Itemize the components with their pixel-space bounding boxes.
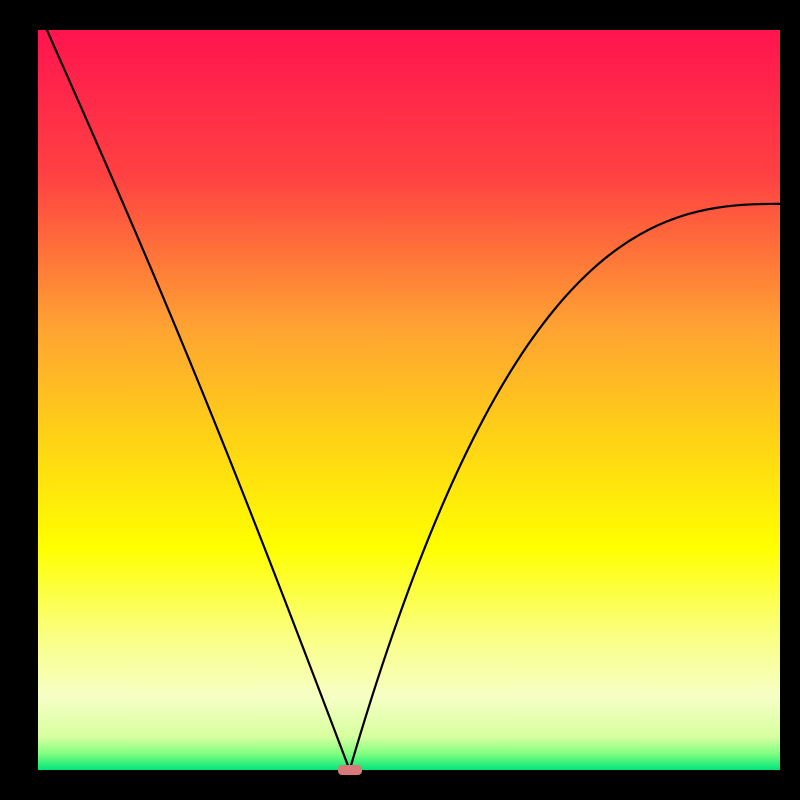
chart-container: TheBottleneck.com xyxy=(0,0,800,800)
border-right xyxy=(780,0,800,800)
plot-area xyxy=(38,30,780,770)
gradient-background xyxy=(38,30,780,770)
border-left xyxy=(0,0,38,800)
border-bottom xyxy=(0,770,800,800)
border-top xyxy=(0,0,800,30)
vertex-marker xyxy=(338,765,362,775)
